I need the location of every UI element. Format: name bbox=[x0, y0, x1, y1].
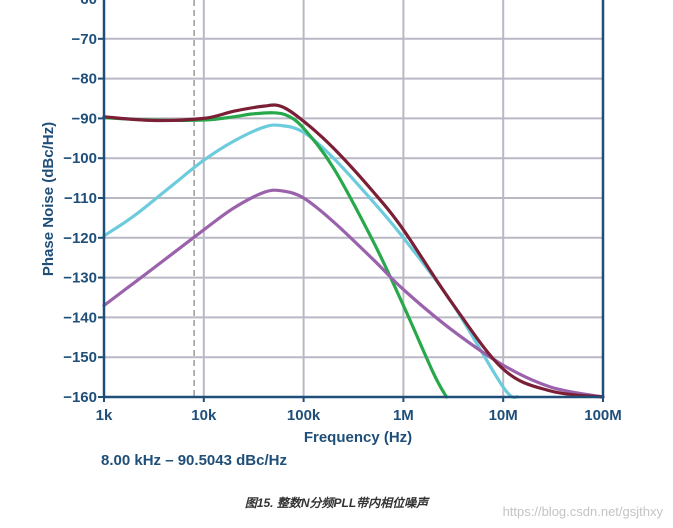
x-tick-label: 1k bbox=[96, 407, 113, 424]
x-axis-label: Frequency (Hz) bbox=[304, 429, 412, 446]
y-tick-label: −100 bbox=[63, 150, 97, 167]
y-tick-label: −160 bbox=[63, 389, 97, 406]
series-layer bbox=[102, 103, 605, 399]
figure-caption: 图15. 整数N分频PLL带内相位噪声 bbox=[244, 496, 429, 510]
x-tick-label: 1M bbox=[393, 407, 414, 424]
y-axis-label: Phase Noise (dBc/Hz) bbox=[40, 122, 57, 276]
watermark: https://blog.csdn.net/gsjthxy bbox=[502, 504, 663, 519]
y-tick-labels: −60 −70 −80 −90 −100 −110 −120 −130 −140 −150 −160 bbox=[63, 0, 104, 406]
x-tick-label: 100k bbox=[287, 407, 321, 424]
marker-readout: 8.00 kHz – 90.5043 dBc/Hz bbox=[101, 452, 287, 469]
y-tick-label: −130 bbox=[63, 270, 97, 287]
y-tick-label: −120 bbox=[63, 230, 97, 247]
y-tick-label: −60 bbox=[72, 0, 97, 8]
x-tick-label: 10k bbox=[191, 407, 217, 424]
y-tick-label: −110 bbox=[64, 190, 97, 207]
x-tick-labels: 1k 10k 100k 1M 10M 100M bbox=[96, 397, 622, 424]
y-tick-label: −90 bbox=[72, 110, 97, 127]
y-tick-label: −140 bbox=[63, 309, 97, 326]
x-tick-label: 10M bbox=[489, 407, 518, 424]
y-tick-label: −70 bbox=[72, 31, 97, 48]
y-tick-label: −80 bbox=[72, 71, 97, 88]
y-tick-label: −150 bbox=[63, 349, 97, 366]
series-line-maroon bbox=[102, 103, 605, 399]
x-tick-label: 100M bbox=[584, 407, 622, 424]
